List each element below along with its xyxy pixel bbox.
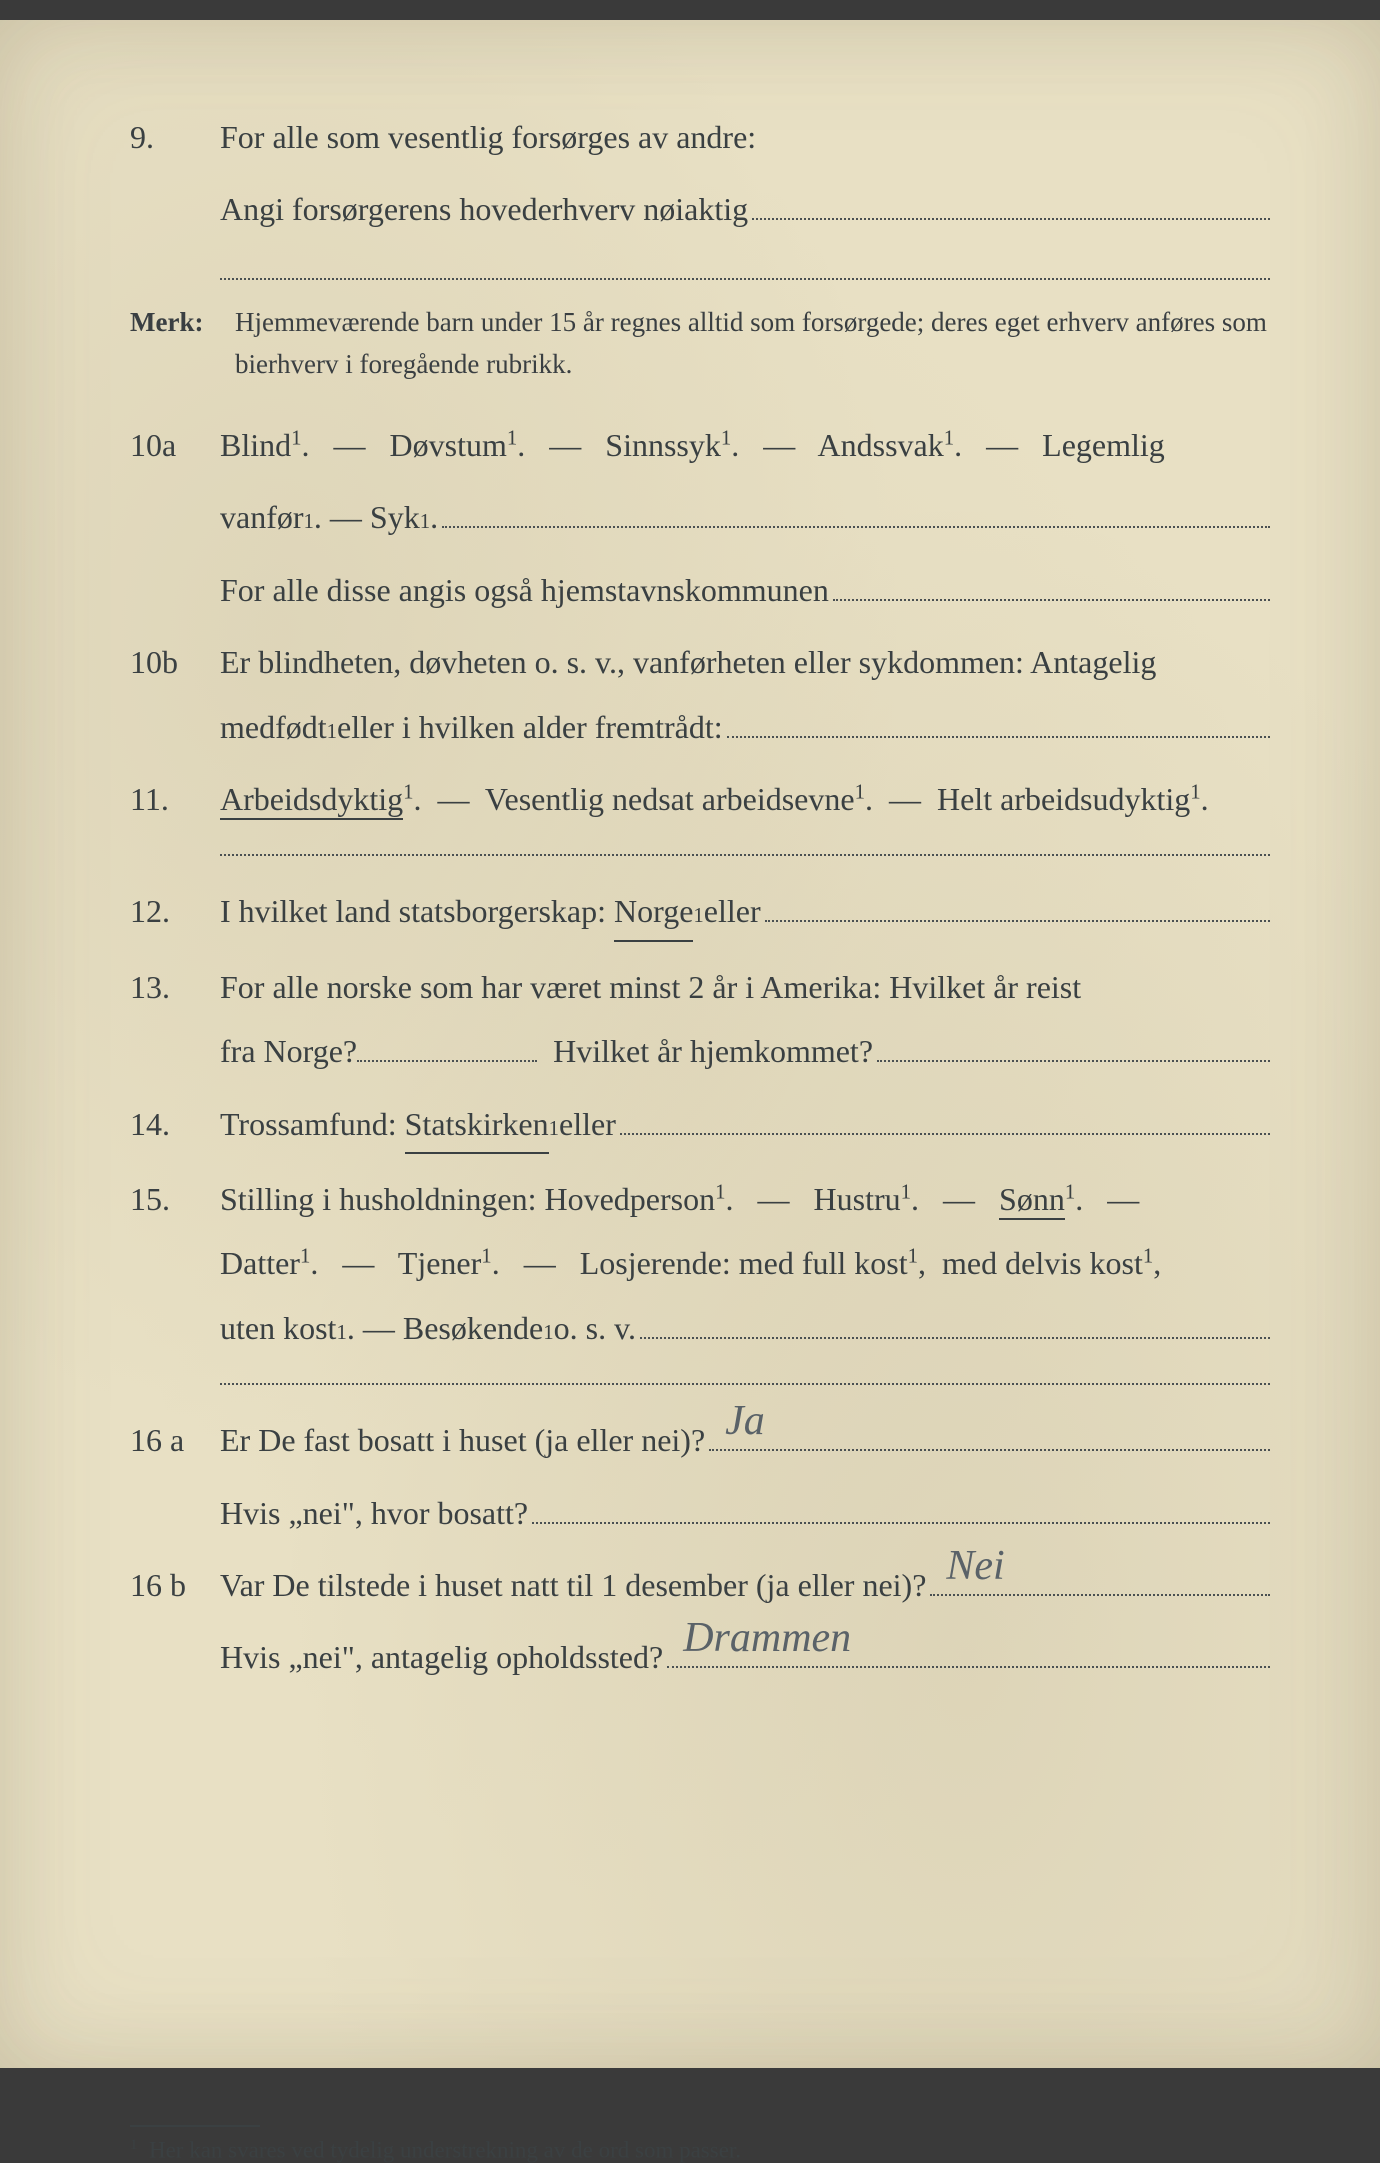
q14-number: 14.	[130, 1097, 220, 1151]
question-15: 15. Stilling i husholdningen: Hovedperso…	[130, 1172, 1270, 1226]
q15-osv: o. s. v.	[554, 1301, 636, 1355]
footnote-rule	[130, 2125, 260, 2127]
q15-text1: Stilling i husholdningen: Hovedperson	[220, 1181, 715, 1217]
q15-datter: Datter	[220, 1245, 300, 1281]
q13-line2: fra Norge? Hvilket år hjemkommet?	[130, 1024, 1270, 1078]
q11-udyktig: Helt arbeidsudyktig	[937, 781, 1190, 817]
q16b-line2: Hvis „nei", antagelig opholdssted? Dramm…	[130, 1630, 1270, 1684]
q10a-sinnssyk: Sinnssyk	[605, 427, 721, 463]
q16a-blank2	[532, 1488, 1270, 1523]
q15-blank	[640, 1304, 1270, 1339]
q15-number: 15.	[130, 1172, 220, 1226]
q15-besokende: Besøkende	[403, 1301, 543, 1355]
q13-line1: For alle norske som har været minst 2 år…	[220, 960, 1270, 1014]
q9-blank	[752, 185, 1270, 220]
q13-number: 13.	[130, 960, 220, 1014]
q10b-line2b: eller i hvilken alder fremtrådt:	[337, 700, 723, 754]
q16a-line2-text: Hvis „nei", hvor bosatt?	[220, 1486, 528, 1540]
q15-tjener: Tjener	[398, 1245, 482, 1281]
footnote-text: Her kan svares ved tydelig understreknin…	[149, 2137, 741, 2162]
q16b-line2-text: Hvis „nei", antagelig opholdssted?	[220, 1630, 663, 1684]
merk-note: Merk: Hjemmeværende barn under 15 år reg…	[130, 302, 1270, 386]
q12-number: 12.	[130, 884, 220, 938]
question-11: 11. Arbeidsdyktig1. — Vesentlig nedsat a…	[130, 772, 1270, 826]
q10b-line1: Er blindheten, døvheten o. s. v., vanfør…	[220, 635, 1270, 689]
q16a-line1: Er De fast bosatt i huset (ja eller nei)…	[220, 1413, 705, 1467]
q9-line1: For alle som vesentlig forsørges av andr…	[220, 110, 1270, 164]
q10a-line2: vanfør1. — Syk1.	[130, 490, 1270, 544]
q16b-answer2: Drammen	[677, 1603, 857, 1674]
q10a-blank2	[833, 566, 1270, 601]
question-9: 9. For alle som vesentlig forsørges av a…	[130, 110, 1270, 164]
q16a-line2: Hvis „nei", hvor bosatt?	[130, 1486, 1270, 1540]
q10b-medfodt: medfødt	[220, 700, 327, 754]
question-10a: 10a Blind1. — Døvstum1. — Sinnssyk1. — A…	[130, 418, 1270, 472]
q10a-line3-text: For alle disse angis også hjemstavnskomm…	[220, 563, 829, 617]
q15-line2: Datter1. — Tjener1. — Losjerende: med fu…	[130, 1236, 1270, 1290]
q9-number: 9.	[130, 110, 220, 164]
q10a-dovstum: Døvstum	[390, 427, 507, 463]
q10a-number: 10a	[130, 418, 220, 472]
section-divider-1	[220, 854, 1270, 856]
q13-blank1	[357, 1060, 537, 1062]
footnote: 1 Her kan svares ved tydelig understrekn…	[130, 2137, 1270, 2163]
q13-fra-norge: fra Norge?	[220, 1024, 357, 1078]
q12-norge: Norge	[614, 884, 693, 941]
footnote-number: 1	[130, 2137, 137, 2153]
q15-hustru: Hustru	[814, 1181, 901, 1217]
q11-arbeidsdyktig: Arbeidsdyktig	[220, 781, 403, 820]
q16a-number: 16 a	[130, 1413, 220, 1467]
q9-line2-row: Angi forsørgerens hovederhverv nøiaktig	[130, 182, 1270, 236]
q10a-syk: Syk	[370, 490, 420, 544]
q14-text1: Trossamfund:	[220, 1097, 397, 1151]
q10a-andssvak: Andssvak	[818, 427, 944, 463]
question-12: 12. I hvilket land statsborgerskap: Norg…	[130, 884, 1270, 941]
merk-label: Merk:	[130, 307, 235, 338]
q12-text1: I hvilket land statsborgerskap:	[220, 884, 606, 938]
q16b-blank1: Nei	[930, 1561, 1270, 1596]
q12-text2: eller	[704, 884, 761, 938]
q15-uten-kost: uten kost	[220, 1301, 336, 1355]
q16a-blank1: Ja	[709, 1416, 1270, 1451]
question-13: 13. For alle norske som har været minst …	[130, 960, 1270, 1014]
q16b-answer1: Nei	[940, 1531, 1010, 1602]
q14-blank	[620, 1099, 1270, 1134]
q10b-line2: medfødt1 eller i hvilken alder fremtrådt…	[130, 700, 1270, 754]
q10a-blind: Blind	[220, 427, 291, 463]
q9-blank-line	[220, 255, 1270, 281]
q12-blank	[765, 887, 1270, 922]
q13-blank2	[877, 1027, 1270, 1062]
q11-number: 11.	[130, 772, 220, 826]
question-16a: 16 a Er De fast bosatt i huset (ja eller…	[130, 1413, 1270, 1467]
q13-hjemkommet: Hvilket år hjemkommet?	[553, 1024, 873, 1078]
q14-text2: eller	[559, 1097, 616, 1151]
q9-line2-text: Angi forsørgerens hovederhverv nøiaktig	[220, 182, 748, 236]
q10a-blank	[442, 493, 1270, 528]
q15-losjerende: Losjerende: med full kost	[580, 1245, 908, 1281]
merk-text: Hjemmeværende barn under 15 år regnes al…	[235, 302, 1270, 386]
question-14: 14. Trossamfund: Statskirken1 eller	[130, 1097, 1270, 1154]
q15-line3: uten kost1. — Besøkende1 o. s. v.	[130, 1301, 1270, 1355]
q10b-number: 10b	[130, 635, 220, 689]
q15-sonn: Sønn	[999, 1181, 1065, 1220]
q10b-blank	[727, 702, 1270, 737]
q10a-vanfor: vanfør	[220, 490, 304, 544]
q11-nedsat: Vesentlig nedsat arbeidsevne	[485, 781, 855, 817]
q15-delvis: med delvis kost	[942, 1245, 1143, 1281]
q16a-answer: Ja	[719, 1386, 771, 1457]
q14-statskirken: Statskirken	[405, 1097, 549, 1154]
document-page: 9. For alle som vesentlig forsørges av a…	[0, 20, 1380, 2068]
q10a-legemlig: Legemlig	[1042, 427, 1165, 463]
q16b-number: 16 b	[130, 1558, 220, 1612]
q16b-blank2: Drammen	[667, 1633, 1270, 1668]
q10a-line3: For alle disse angis også hjemstavnskomm…	[130, 563, 1270, 617]
question-10b: 10b Er blindheten, døvheten o. s. v., va…	[130, 635, 1270, 689]
